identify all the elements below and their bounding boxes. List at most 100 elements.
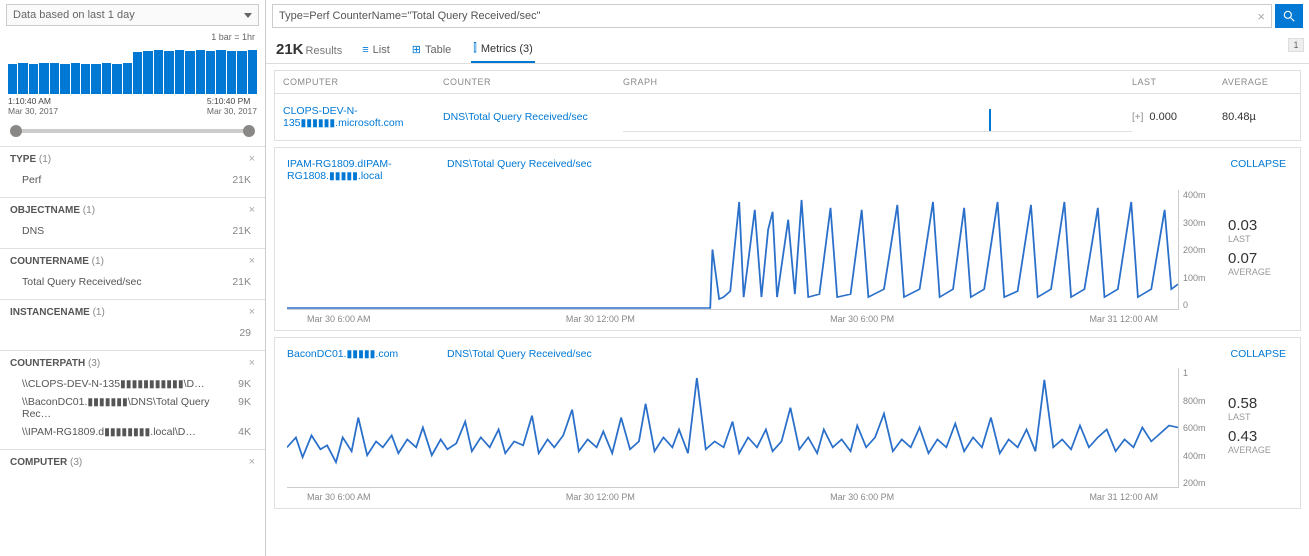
panel2-yaxis: 1800m600m400m200m xyxy=(1178,368,1216,488)
panel2-chart xyxy=(287,368,1178,488)
histogram-bar[interactable] xyxy=(39,63,48,94)
histogram-bar[interactable] xyxy=(112,64,121,94)
time-range-dropdown[interactable]: Data based on last 1 day xyxy=(6,4,259,26)
col-graph: GRAPH xyxy=(623,77,1132,87)
facet-close-icon[interactable]: × xyxy=(249,153,255,165)
hist-right-time: 5:10:40 PM xyxy=(207,96,257,106)
histogram-bar[interactable] xyxy=(102,63,111,94)
histogram-bar[interactable] xyxy=(8,64,17,94)
slider-thumb-left[interactable] xyxy=(10,125,22,137)
search-input[interactable]: Type=Perf CounterName="Total Query Recei… xyxy=(272,4,1272,28)
facet-section: COUNTERNAME (1) × Total Query Received/sec… xyxy=(0,248,265,299)
histogram-bar[interactable] xyxy=(164,51,173,94)
facet-section: OBJECTNAME (1)×DNS21K xyxy=(0,197,265,248)
tab-list[interactable]: ≡List xyxy=(360,38,392,62)
facet-close-icon[interactable]: × xyxy=(249,306,255,318)
histogram-bar[interactable] xyxy=(227,51,236,94)
main: Type=Perf CounterName="Total Query Recei… xyxy=(266,0,1309,556)
histogram-bar[interactable] xyxy=(216,50,225,94)
facet-row[interactable]: \\IPAM-RG1809.d▮▮▮▮▮▮▮▮.local\D…4K xyxy=(10,423,255,441)
facet-row[interactable]: \\BaconDC01.▮▮▮▮▮▮▮\DNS\Total Query Rec…… xyxy=(10,393,255,423)
tab-table[interactable]: ⊞Table xyxy=(410,37,454,62)
histogram-bar[interactable] xyxy=(196,50,205,94)
facet-row[interactable]: Perf21K xyxy=(10,171,255,189)
histogram-bar[interactable] xyxy=(81,64,90,94)
row-avg: 80.48µ xyxy=(1222,111,1292,123)
time-histogram[interactable] xyxy=(8,44,257,94)
ytick: 0 xyxy=(1183,300,1216,310)
metric-panel-2: BaconDC01.▮▮▮▮▮.com DNS\Total Query Rece… xyxy=(274,337,1301,509)
ytick: 1 xyxy=(1183,368,1216,378)
facet-row[interactable]: DNS21K xyxy=(10,222,255,240)
histogram-bar[interactable] xyxy=(60,64,69,94)
mini-sparkline xyxy=(623,102,1132,132)
hist-right-date: Mar 30, 2017 xyxy=(207,106,257,116)
ytick: 400m xyxy=(1183,451,1216,461)
facet-close-icon[interactable]: × xyxy=(249,456,255,468)
time-slider[interactable] xyxy=(10,122,255,140)
facet-section: TYPE (1) × Perf21K xyxy=(0,146,265,197)
panel1-collapse[interactable]: COLLAPSE xyxy=(1231,158,1286,170)
metric-row-collapsed: CLOPS-DEV-N-135▮▮▮▮▮▮.microsoft.com DNS\… xyxy=(274,94,1301,141)
histogram-bar[interactable] xyxy=(71,63,80,94)
histogram-bar[interactable] xyxy=(18,63,27,94)
result-tabs: 21KResults ≡List ⊞Table ⫿Metrics (3) xyxy=(266,32,1309,64)
histogram-bar[interactable] xyxy=(206,51,215,94)
panel1-computer[interactable]: IPAM-RG1809.dIPAM-RG1808.▮▮▮▮▮.local xyxy=(287,158,447,182)
col-last: LAST xyxy=(1132,77,1222,87)
slider-thumb-right[interactable] xyxy=(243,125,255,137)
facet-title: COUNTERNAME (1) xyxy=(10,256,104,267)
hist-left-date: Mar 30, 2017 xyxy=(8,106,58,116)
search-button[interactable] xyxy=(1275,4,1303,28)
histogram-bar[interactable] xyxy=(248,50,257,94)
facet-title: INSTANCENAME (1) xyxy=(10,307,105,318)
histogram-bar[interactable] xyxy=(175,50,184,94)
ytick: 100m xyxy=(1183,273,1216,283)
xtick: Mar 30 12:00 PM xyxy=(566,314,635,324)
facet-close-icon[interactable]: × xyxy=(249,357,255,369)
panel2-collapse[interactable]: COLLAPSE xyxy=(1231,348,1286,360)
histogram-bar[interactable] xyxy=(133,52,142,94)
histogram-bar[interactable] xyxy=(185,51,194,94)
col-counter: COUNTER xyxy=(443,77,623,87)
histogram-labels: 1:10:40 AM Mar 30, 2017 5:10:40 PM Mar 3… xyxy=(8,96,257,116)
facet-title: TYPE (1) xyxy=(10,154,51,165)
xtick: Mar 30 6:00 AM xyxy=(307,314,371,324)
xtick: Mar 31 12:00 AM xyxy=(1089,492,1158,502)
panel1-yaxis: 400m300m200m100m0 xyxy=(1178,190,1216,310)
facet-section: INSTANCENAME (1) × 29 xyxy=(0,299,265,350)
page-indicator[interactable]: 1 xyxy=(1288,38,1304,52)
row-counter[interactable]: DNS\Total Query Received/sec xyxy=(443,111,623,123)
search-bar: Type=Perf CounterName="Total Query Recei… xyxy=(272,4,1303,28)
tab-metrics[interactable]: ⫿Metrics (3) xyxy=(471,36,534,63)
col-avg: AVERAGE xyxy=(1222,77,1292,87)
clear-search-icon[interactable]: × xyxy=(1257,9,1265,24)
xtick: Mar 31 12:00 AM xyxy=(1089,314,1158,324)
facet-section: COUNTERPATH (3)×\\CLOPS-DEV-N-135▮▮▮▮▮▮▮… xyxy=(0,350,265,449)
panel2-xaxis: Mar 30 6:00 AMMar 30 12:00 PMMar 30 6:00… xyxy=(287,488,1288,502)
xtick: Mar 30 6:00 AM xyxy=(307,492,371,502)
row-last: 0.000 xyxy=(1149,111,1177,123)
facet-close-icon[interactable]: × xyxy=(249,255,255,267)
histogram-bar[interactable] xyxy=(154,50,163,94)
facet-row[interactable]: \\CLOPS-DEV-N-135▮▮▮▮▮▮▮▮▮▮▮\D…9K xyxy=(10,375,255,393)
panel2-computer[interactable]: BaconDC01.▮▮▮▮▮.com xyxy=(287,348,447,360)
bar-legend: 1 bar = 1hr xyxy=(0,30,265,44)
histogram-bar[interactable] xyxy=(237,51,246,94)
histogram-bar[interactable] xyxy=(29,64,38,94)
histogram-bar[interactable] xyxy=(91,64,100,94)
ytick: 200m xyxy=(1183,245,1216,255)
facet-row[interactable]: 29 xyxy=(10,324,255,342)
histogram-bar[interactable] xyxy=(143,51,152,94)
result-count: 21KResults xyxy=(276,41,342,58)
panel1-counter[interactable]: DNS\Total Query Received/sec xyxy=(447,158,627,182)
histogram-bar[interactable] xyxy=(123,63,132,94)
facet-close-icon[interactable]: × xyxy=(249,204,255,216)
sidebar: Data based on last 1 day 1 bar = 1hr 1:1… xyxy=(0,0,266,556)
xtick: Mar 30 12:00 PM xyxy=(566,492,635,502)
facet-row[interactable]: Total Query Received/sec21K xyxy=(10,273,255,291)
panel2-counter[interactable]: DNS\Total Query Received/sec xyxy=(447,348,627,360)
expand-toggle[interactable]: [+] xyxy=(1132,112,1143,123)
histogram-bar[interactable] xyxy=(50,63,59,94)
row-computer[interactable]: CLOPS-DEV-N-135▮▮▮▮▮▮.microsoft.com xyxy=(283,105,443,129)
